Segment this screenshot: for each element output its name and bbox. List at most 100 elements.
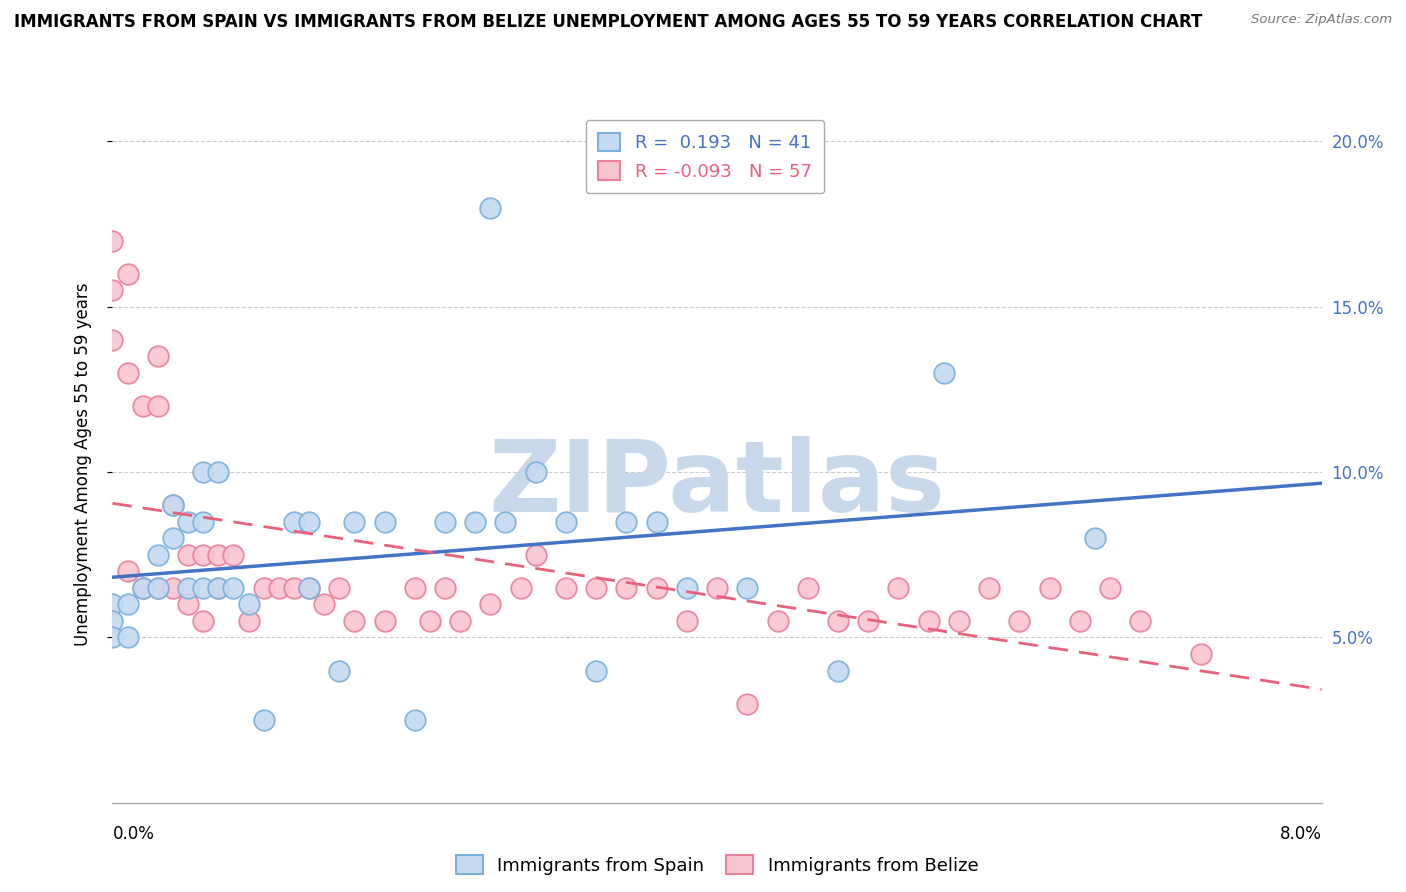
Point [101,631,124,645]
Point [373,515,396,529]
Point [979,581,1001,595]
Text: 0.0%: 0.0% [112,825,155,843]
Point [253,713,276,727]
Point [298,515,321,529]
Point [343,515,366,529]
Point [298,581,321,595]
Point [464,515,486,529]
Point [645,581,668,595]
Point [222,581,245,595]
Point [419,614,441,628]
Legend: Immigrants from Spain, Immigrants from Belize: Immigrants from Spain, Immigrants from B… [449,848,986,882]
Point [146,581,169,595]
Point [479,598,502,612]
Point [675,581,697,595]
Point [162,531,184,545]
Point [328,664,350,678]
Point [554,515,576,529]
Point [191,515,215,529]
Point [585,581,607,595]
Text: Source: ZipAtlas.com: Source: ZipAtlas.com [1251,13,1392,27]
Point [162,498,184,512]
Point [253,581,276,595]
Point [162,498,184,512]
Point [101,234,124,248]
Point [479,201,502,215]
Point [404,581,426,595]
Point [1084,531,1107,545]
Point [177,515,200,529]
Point [373,614,396,628]
Point [1129,614,1152,628]
Point [117,267,139,281]
Point [932,366,955,380]
Point [328,581,350,595]
Point [827,664,849,678]
Point [343,614,366,628]
Point [117,631,139,645]
Point [162,581,184,595]
Point [524,548,547,562]
Point [827,614,849,628]
Point [101,333,124,347]
Point [1008,614,1031,628]
Point [1098,581,1121,595]
Point [856,614,880,628]
Point [191,465,215,479]
Point [191,614,215,628]
Point [177,598,200,612]
Point [1069,614,1091,628]
Point [433,515,456,529]
Point [737,697,759,711]
Point [917,614,939,628]
Point [524,465,547,479]
Point [222,548,245,562]
Point [146,581,169,595]
Point [283,515,305,529]
Point [101,614,124,628]
Point [766,614,789,628]
Point [117,598,139,612]
Text: IMMIGRANTS FROM SPAIN VS IMMIGRANTS FROM BELIZE UNEMPLOYMENT AMONG AGES 55 TO 59: IMMIGRANTS FROM SPAIN VS IMMIGRANTS FROM… [14,13,1202,31]
Point [554,581,576,595]
Point [585,664,607,678]
Point [887,581,910,595]
Point [146,350,169,364]
Point [132,399,155,413]
Point [675,614,697,628]
Point [177,548,200,562]
Point [117,366,139,380]
Point [177,581,200,595]
Text: 8.0%: 8.0% [1279,825,1322,843]
Point [404,713,426,727]
Point [101,283,124,297]
Point [312,598,335,612]
Point [298,581,321,595]
Point [101,598,124,612]
Point [207,465,229,479]
Point [191,581,215,595]
Point [449,614,471,628]
Y-axis label: Unemployment Among Ages 55 to 59 years: Unemployment Among Ages 55 to 59 years [73,282,91,646]
Point [132,581,155,595]
Point [191,548,215,562]
Point [283,581,305,595]
Point [207,548,229,562]
Point [238,598,260,612]
Point [509,581,531,595]
Point [146,548,169,562]
Point [616,515,638,529]
Point [146,399,169,413]
Point [238,614,260,628]
Point [706,581,728,595]
Point [117,564,139,578]
Point [737,581,759,595]
Point [267,581,290,595]
Point [948,614,970,628]
Point [132,581,155,595]
Point [645,515,668,529]
Point [433,581,456,595]
Point [207,581,229,595]
Point [1038,581,1062,595]
Point [616,581,638,595]
